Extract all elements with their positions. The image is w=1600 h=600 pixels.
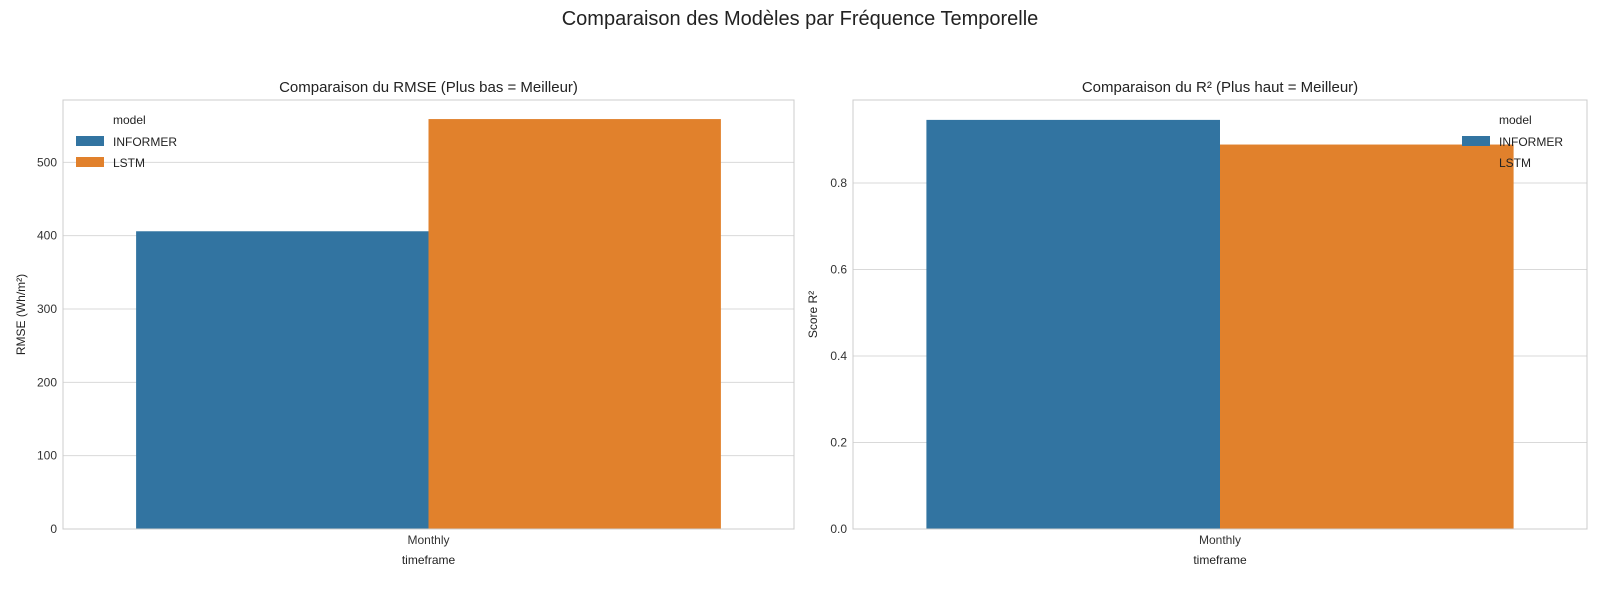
y-tick-label: 400 (37, 229, 57, 243)
x-axis-label: timeframe (402, 553, 456, 567)
y-tick-label: 0 (50, 522, 57, 536)
figure-title: Comparaison des Modèles par Fréquence Te… (561, 8, 1039, 30)
y-axis-label: Score R² (806, 291, 820, 338)
legend-swatch (76, 136, 104, 146)
legend-swatch (1462, 136, 1490, 146)
y-tick-label: 500 (37, 155, 57, 169)
plot-frame (62, 99, 795, 530)
x-tick-label: Monthly (407, 533, 449, 547)
y-tick-label: 0.8 (830, 176, 847, 190)
legend: model INFORMER LSTM (76, 113, 177, 170)
legend-label: INFORMER (113, 135, 177, 149)
y-tick-label: 100 (37, 449, 57, 463)
legend: model INFORMER LSTM (1462, 113, 1563, 170)
legend-label: INFORMER (1499, 135, 1563, 149)
plot-frame (852, 99, 1588, 530)
chart-title: Comparaison du R² (Plus haut = Meilleur) (1082, 79, 1358, 96)
legend-title: model (1499, 113, 1532, 127)
legend-label: LSTM (113, 156, 145, 170)
y-tick-label: 300 (37, 302, 57, 316)
legend-swatch (76, 157, 104, 167)
bar-informer (926, 119, 1220, 530)
y-tick-label: 0.0 (830, 522, 847, 536)
y-tick-label: 0.2 (830, 436, 847, 450)
y-tick-label: 0.4 (830, 349, 847, 363)
chart-title: Comparaison du RMSE (Plus bas = Meilleur… (279, 79, 578, 96)
chart-panel-2: 0.0 0.2 0.4 0.6 0.8 Monthly timeframe Score R² C… (806, 79, 1588, 567)
x-axis-label: timeframe (1193, 553, 1247, 567)
y-axis-label: RMSE (Wh/m²) (14, 274, 28, 355)
bar-lstm (428, 119, 721, 530)
y-tick-label: 0.6 (830, 263, 847, 277)
chart-panel-1: 0 100 200 300 400 500 Monthly timeframe RMSE (Wh… (14, 79, 795, 567)
y-tick-label: 200 (37, 375, 57, 389)
x-tick-label: Monthly (1199, 533, 1241, 547)
bar-informer (136, 231, 429, 529)
legend-swatch (1462, 157, 1490, 167)
legend-title: model (113, 113, 146, 127)
legend-label: LSTM (1499, 156, 1531, 170)
bar-lstm (1220, 144, 1514, 530)
